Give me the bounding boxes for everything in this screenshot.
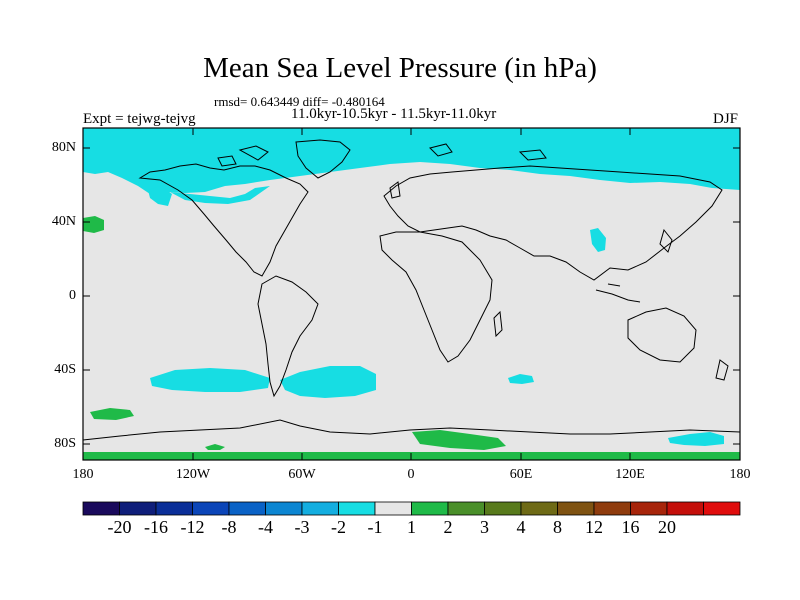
north-atlantic-negative-region bbox=[170, 186, 270, 204]
colorbar-swatch bbox=[265, 501, 303, 516]
south-atlantic-negative-region bbox=[280, 366, 376, 398]
lon-label-0: 0 bbox=[407, 467, 415, 482]
lat-ticks bbox=[83, 147, 740, 445]
lat-label-80n: 80N bbox=[51, 140, 76, 155]
coastline-indonesia bbox=[595, 283, 641, 303]
colorbar-tick-label: 8 bbox=[553, 517, 562, 537]
colorbar-swatch bbox=[192, 501, 230, 516]
lon-label-180w: 180 bbox=[72, 467, 94, 482]
colorbar-tick-label: 20 bbox=[658, 517, 676, 537]
lon-label-120e: 120E bbox=[615, 467, 645, 482]
map-title: Mean Sea Level Pressure (in hPa) bbox=[203, 52, 597, 84]
lat-label-0: 0 bbox=[69, 288, 76, 303]
coastline-africa bbox=[379, 231, 493, 363]
south-pacific-positive-blob bbox=[90, 408, 134, 420]
coastline-new-zealand bbox=[715, 359, 729, 381]
colorbar-swatch bbox=[228, 501, 266, 516]
antarctic-positive-blob-1 bbox=[412, 430, 506, 450]
colorbar-swatch bbox=[630, 501, 668, 516]
colorbar-tick-label: -16 bbox=[144, 517, 168, 537]
colorbar-swatch bbox=[82, 501, 120, 516]
season-label: DJF bbox=[713, 111, 739, 127]
colorbar-swatch bbox=[301, 501, 339, 516]
asia-negative-blob bbox=[590, 228, 606, 252]
colorbar-swatch bbox=[666, 501, 704, 516]
ross-sea-negative-region bbox=[668, 432, 724, 446]
lon-ticks bbox=[192, 128, 631, 460]
coastline-eurasia bbox=[383, 165, 723, 281]
colorbar-swatch bbox=[703, 501, 741, 516]
coastline-greenland bbox=[295, 139, 351, 179]
colorbar-swatch bbox=[520, 501, 558, 516]
indian-ocean-negative-blob bbox=[508, 374, 534, 384]
colorbar-tick-label: 12 bbox=[585, 517, 603, 537]
colorbar-tick-label: -2 bbox=[331, 517, 346, 537]
colorbar-tick-label: -12 bbox=[180, 517, 205, 537]
colorbar-tick-label: 4 bbox=[516, 517, 526, 537]
south-pacific-negative-region bbox=[150, 368, 270, 392]
colorbar-swatch bbox=[338, 501, 376, 516]
lat-label-40n: 40N bbox=[51, 214, 76, 229]
lat-label-80s: 80S bbox=[54, 436, 76, 451]
colorbar-tick-label: -4 bbox=[258, 517, 273, 537]
coastline-antarctica bbox=[82, 419, 741, 441]
colorbar-swatch bbox=[374, 501, 412, 516]
colorbar-swatch bbox=[119, 501, 157, 516]
colorbar-tick-label: 3 bbox=[480, 517, 489, 537]
colorbar-tick-label: 16 bbox=[621, 517, 640, 537]
colorbar-tick-label: -8 bbox=[221, 517, 237, 537]
colorbar-tick-label: 2 bbox=[443, 517, 453, 537]
period-line: 11.0kyr-10.5kyr - 11.5kyr-11.0kyr bbox=[291, 106, 497, 122]
colorbar bbox=[82, 501, 741, 516]
colorbar-swatch bbox=[155, 501, 193, 516]
arctic-negative-region bbox=[83, 128, 740, 200]
colorbar-tick-label: -1 bbox=[367, 517, 383, 537]
north-pacific-positive-blob bbox=[83, 216, 104, 233]
lon-label-180e: 180 bbox=[729, 467, 751, 482]
lon-label-60e: 60E bbox=[509, 467, 533, 482]
colorbar-tick-label: 1 bbox=[407, 517, 416, 537]
stats-line: rmsd= 0.643449 diff= -0.480164 bbox=[214, 94, 385, 109]
colorbar-swatch bbox=[484, 501, 522, 516]
colorbar-swatch bbox=[447, 501, 485, 516]
experiment-label: Expt = tejwg-tejvg bbox=[83, 111, 196, 127]
coastline-japan bbox=[659, 228, 673, 253]
colorbar-tick-label: -20 bbox=[107, 517, 132, 537]
antarctic-positive-blob-2 bbox=[205, 444, 225, 450]
colorbar-tick-label: -3 bbox=[294, 517, 310, 537]
coastline-arctic-islands bbox=[217, 143, 547, 167]
coastline-north-america bbox=[138, 163, 309, 277]
coastlines bbox=[82, 139, 741, 441]
lat-label-40s: 40S bbox=[54, 362, 76, 377]
colorbar-swatch bbox=[593, 501, 631, 516]
lon-label-120w: 120W bbox=[175, 467, 211, 482]
coastline-british-isles bbox=[389, 181, 401, 199]
alaska-negative-region bbox=[148, 186, 172, 206]
coastline-south-america bbox=[257, 275, 319, 398]
coastline-australia bbox=[627, 307, 697, 363]
lon-label-60w: 60W bbox=[288, 467, 316, 482]
colorbar-swatch bbox=[557, 501, 595, 516]
coastline-madagascar bbox=[493, 310, 503, 338]
colorbar-swatch bbox=[411, 501, 449, 516]
